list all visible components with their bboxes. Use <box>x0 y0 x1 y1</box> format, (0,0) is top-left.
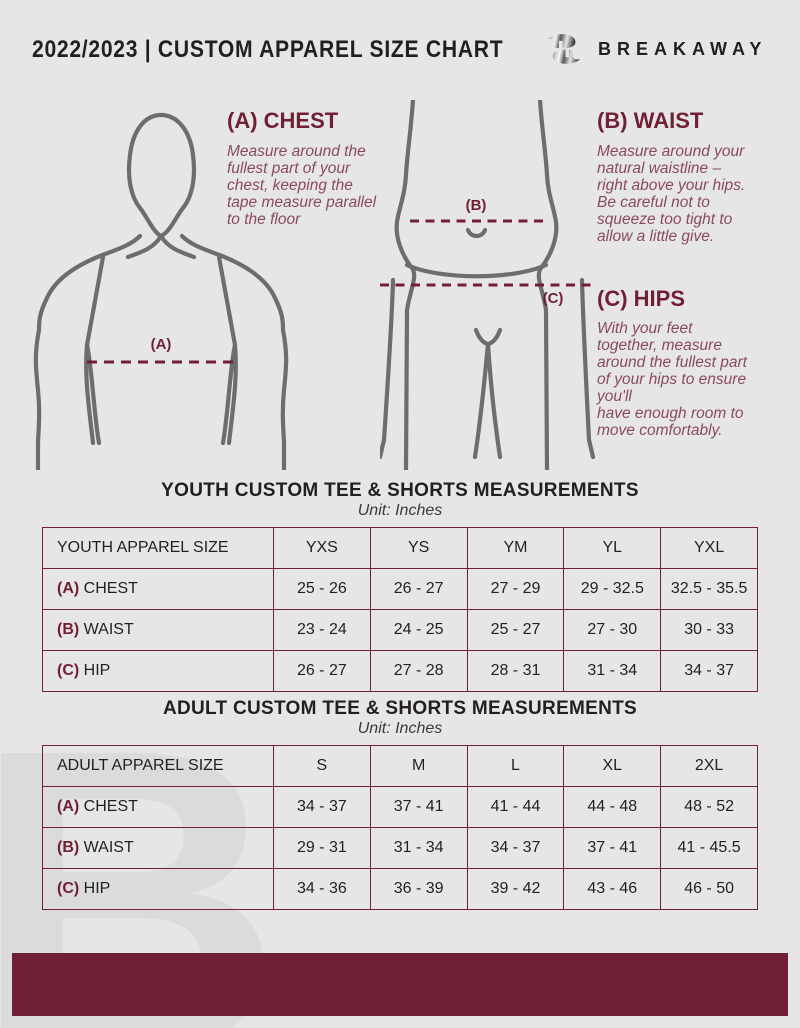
svg-text:(A): (A) <box>151 336 172 353</box>
svg-text:(C): (C) <box>543 290 564 307</box>
